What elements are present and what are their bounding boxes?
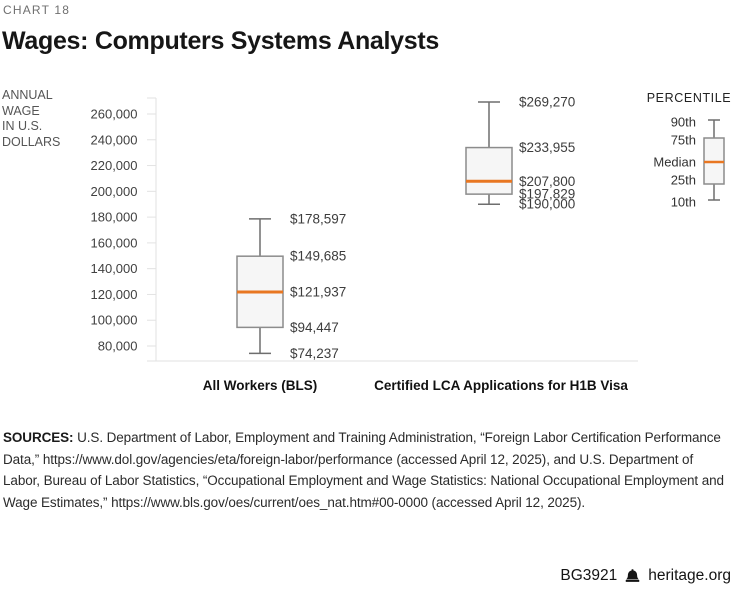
legend-label-75th: 75th <box>671 133 696 148</box>
value-label-p10-0: $74,237 <box>290 346 339 361</box>
y-tick-label-140000: 140,000 <box>91 261 138 276</box>
value-label-p75-1: $233,955 <box>519 140 575 155</box>
value-label-p90-1: $269,270 <box>519 95 575 110</box>
value-label-p75-0: $149,685 <box>290 249 346 264</box>
sources-note: SOURCES: U.S. Department of Labor, Emplo… <box>3 427 731 513</box>
y-tick-label-100000: 100,000 <box>91 313 138 328</box>
value-label-median-0: $121,937 <box>290 284 346 299</box>
legend-label-median: Median <box>653 155 696 170</box>
report-id: BG3921 <box>560 567 618 584</box>
y-tick-label-220000: 220,000 <box>91 158 138 173</box>
sources-text: U.S. Department of Labor, Employment and… <box>3 430 724 510</box>
value-label-p25-1: $197,829 <box>519 187 575 202</box>
iqr-box-1 <box>465 146 513 195</box>
boxplot-chart: 260,000 240,000 220,000 200,000 180,000 160,0… <box>91 91 732 393</box>
sources-label: SOURCES: <box>3 430 74 445</box>
value-label-median-1: $207,800 <box>519 174 575 189</box>
y-tick-label-120000: 120,000 <box>91 287 138 302</box>
y-tick-label-260000: 260,000 <box>91 107 138 122</box>
y-tick-label-80000: 80,000 <box>98 339 138 354</box>
value-label-p25-0: $94,447 <box>290 320 339 335</box>
legend-label-90th: 90th <box>671 115 696 130</box>
legend-label-10th: 10th <box>671 195 696 210</box>
y-axis: 260,000 240,000 220,000 200,000 180,000 160,0… <box>91 97 638 362</box>
site-name: heritage.org <box>648 567 731 584</box>
y-axis-unit-label: ANNUAL WAGE IN U.S. DOLLARS <box>2 88 61 149</box>
category-label-h1b: Certified LCA Applications for H1B Visa <box>374 378 628 393</box>
value-label-p90-0: $178,597 <box>290 211 346 226</box>
page-footer: BG3921 heritage.org <box>560 567 731 585</box>
legend-label-25th: 25th <box>671 173 696 188</box>
liberty-bell-icon <box>626 569 640 582</box>
y-tick-label-180000: 180,000 <box>91 210 138 225</box>
category-label-all-workers: All Workers (BLS) <box>203 378 318 393</box>
chart-number: CHART 18 <box>3 3 71 17</box>
legend-title: PERCENTILE <box>647 91 732 105</box>
y-tick-label-240000: 240,000 <box>91 132 138 147</box>
boxplot-1: $269,270 $233,955 $207,800$197,829$190,000 <box>465 95 575 212</box>
value-label-p10-1: $190,000 <box>519 197 575 212</box>
percentile-legend: PERCENTILE 90th 75th Median 25th 10th <box>647 91 732 210</box>
y-tick-label-160000: 160,000 <box>91 235 138 250</box>
y-tick-label-200000: 200,000 <box>91 184 138 199</box>
page-title: Wages: Computers Systems Analysts <box>2 27 439 55</box>
boxplot-series: $178,597 $149,685 $121,937 $94,447 $74,237 $2… <box>236 95 575 361</box>
legend-mini-boxplot <box>703 119 725 201</box>
boxplot-0: $178,597 $149,685 $121,937 $94,447 $74,237 <box>236 211 346 361</box>
